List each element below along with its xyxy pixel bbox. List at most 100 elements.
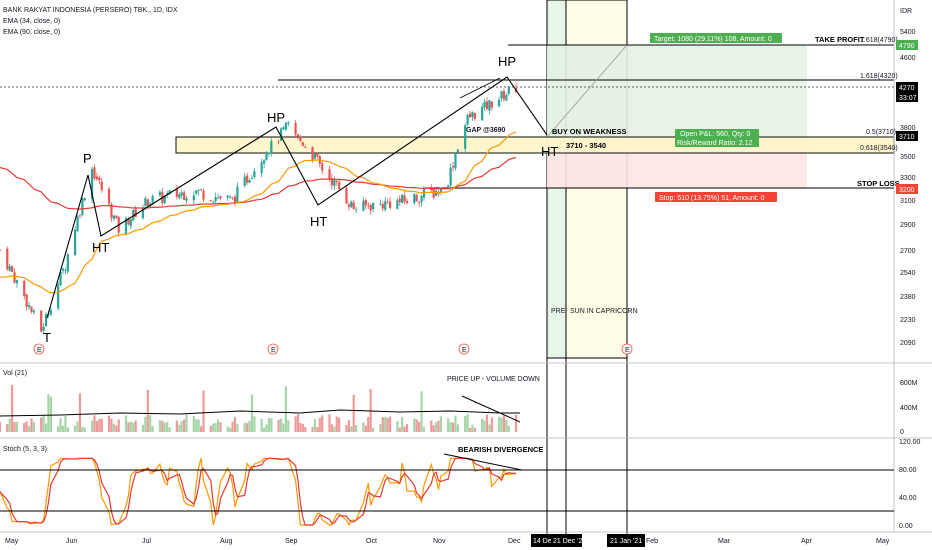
volume-bar (66, 427, 69, 432)
candle-body (6, 248, 9, 270)
divergence-note: BEARISH DIVERGENCE (458, 445, 543, 454)
candle-body (420, 195, 423, 203)
candle-body (163, 195, 166, 204)
candle-body (454, 153, 457, 169)
volume-bar (93, 415, 96, 432)
volume-bar (236, 423, 239, 432)
ema90-legend: EMA (90, close, 0) (3, 29, 60, 36)
label-ht-jun: HT (92, 240, 109, 255)
candle-body (277, 141, 280, 143)
svg-text:800M: 800M (900, 380, 918, 387)
svg-text:2380: 2380 (900, 294, 916, 301)
volume-bar (372, 427, 375, 432)
label-hp-top: HP (498, 54, 516, 69)
target-text: Target: 1080 (29.11%) 108, Amount: 0 (654, 36, 772, 43)
volume-bar (396, 421, 399, 432)
candle-body (57, 284, 60, 309)
candle-body (219, 196, 222, 199)
svg-text:May: May (876, 538, 890, 545)
candle-body (13, 272, 16, 283)
candle-body (282, 127, 285, 130)
volume-bar (318, 418, 321, 432)
earnings-marker[interactable]: E (458, 343, 470, 355)
volume-bar (505, 419, 508, 432)
candle-body (202, 190, 205, 200)
candle-body (42, 326, 45, 331)
candle-body (144, 198, 147, 206)
volume-bar (405, 424, 409, 432)
candle-body (418, 201, 421, 203)
volume-bar (466, 414, 469, 432)
label-ht-dec: HT (541, 144, 558, 159)
volume-bar (175, 420, 178, 432)
volume-bar (127, 422, 130, 432)
volume-bar (61, 425, 65, 432)
candle-body (183, 192, 186, 200)
volume-bar (98, 419, 101, 432)
earnings-marker[interactable]: E (267, 343, 279, 355)
volume-bar (437, 420, 440, 432)
candle-body (488, 100, 491, 111)
earnings-marker[interactable]: E (33, 343, 45, 355)
volume-bar (490, 417, 493, 432)
volume-bar (350, 426, 353, 432)
candle-body (352, 202, 355, 210)
volume-bar (117, 419, 120, 432)
volume-divergence-line (461, 395, 521, 423)
volume-bar (471, 424, 474, 432)
svg-text:Dec: Dec (508, 538, 521, 545)
candle-body (294, 122, 297, 135)
ema90-line (0, 156, 517, 210)
candle-body (483, 101, 486, 108)
candle-body (372, 203, 375, 210)
svg-text:Nov: Nov (433, 538, 446, 545)
volume-ma-line (0, 409, 520, 417)
volume-bar (226, 426, 229, 432)
volume-bar (454, 415, 457, 432)
volume-bar (115, 425, 118, 432)
svg-text:E: E (462, 347, 467, 354)
candle-body (15, 280, 19, 284)
volume-bar (95, 421, 99, 432)
svg-text:2230: 2230 (900, 317, 916, 324)
candle-body (265, 154, 268, 161)
volume-bar (279, 418, 283, 432)
volume-bar (163, 422, 166, 432)
volume-bar (42, 415, 45, 432)
volume-bar (335, 416, 338, 432)
label-hp-aug: HP (267, 110, 285, 125)
volume-bar (434, 422, 438, 432)
svg-text:80.00: 80.00 (899, 467, 917, 474)
volume-bar (507, 425, 510, 432)
volume-bar (57, 426, 60, 432)
candle-body (90, 168, 94, 199)
candle-body (381, 204, 384, 209)
candle-body (468, 113, 472, 118)
candle-body (485, 101, 489, 109)
candle-body (129, 219, 132, 227)
candle-body (233, 196, 237, 204)
candle-body (25, 294, 28, 307)
gap-label: GAP @3690 (466, 127, 505, 134)
earnings-marker[interactable]: E (621, 343, 633, 355)
stoch-axis[interactable]: 120.00 80.00 40.00 0.00 (899, 439, 921, 530)
volume-bar (185, 414, 188, 432)
volume-bar (0, 421, 2, 432)
volume-bar (192, 416, 195, 432)
volume-bar (497, 416, 501, 432)
candlesticks (0, 83, 518, 335)
candle-body (214, 197, 217, 202)
svg-text:2540: 2540 (900, 270, 916, 277)
price-axis[interactable]: 5400 IDR 4600 3800 3500 3300 3100 2900 2… (900, 8, 916, 347)
candle-body (447, 185, 450, 188)
time-axis[interactable]: May Jun Jul Aug Sep Oct Nov Dec Feb Mar … (5, 538, 890, 545)
candle-body (313, 153, 317, 159)
volume-bar (481, 418, 484, 432)
svg-text:E: E (271, 347, 276, 354)
volume-axis[interactable]: 800M 400M 0 (900, 380, 918, 436)
volume-bar (209, 425, 212, 432)
candle-body (146, 199, 149, 207)
candle-body (413, 194, 416, 203)
volume-bar (27, 426, 31, 432)
